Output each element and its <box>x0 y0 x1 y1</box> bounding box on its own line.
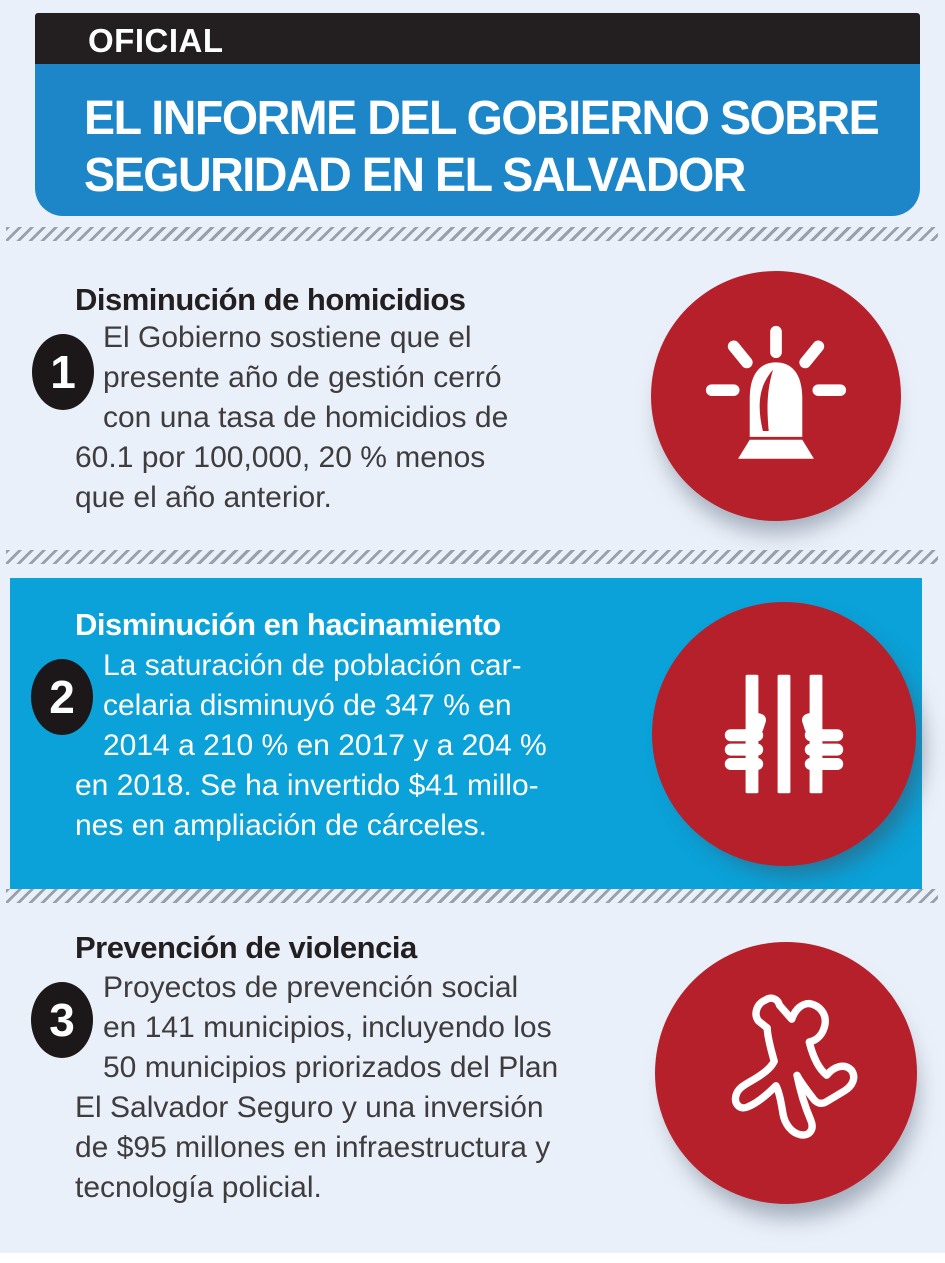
section2-heading: Disminución en hacinamiento <box>75 607 501 642</box>
section2-icon-circle <box>652 602 916 866</box>
section3-number: 3 <box>49 994 75 1046</box>
hatched-divider <box>6 889 938 903</box>
section1-icon-circle <box>651 271 901 521</box>
section1-paragraph: El Gobierno sostiene que el presente año… <box>75 318 665 518</box>
section1-body: El Gobierno sostiene que el presente año… <box>75 321 509 514</box>
section2-paragraph: La saturación de población car- celaria … <box>75 646 665 846</box>
siren-icon <box>705 325 847 459</box>
section3-icon-circle <box>655 942 917 1204</box>
kicker-label: OFICIAL <box>88 22 224 59</box>
section2-number: 2 <box>49 671 75 723</box>
chalk-outline-icon <box>731 994 857 1139</box>
wrap-spacer <box>75 646 103 746</box>
kicker-bar: OFICIAL <box>35 13 920 65</box>
title-banner: EL INFORME DEL GOBIERNO SOBRE SEGURIDAD … <box>35 64 920 216</box>
hatched-divider <box>6 227 938 241</box>
hatched-divider <box>6 550 938 564</box>
section3-number-badge: 3 <box>31 982 93 1058</box>
bottom-strip <box>0 1253 945 1263</box>
prison-bars-icon <box>724 674 844 794</box>
wrap-spacer <box>75 968 103 1068</box>
wrap-spacer <box>75 318 103 418</box>
section1-heading: Disminución de homicidios <box>75 282 466 317</box>
section2-body: La saturación de población car- celaria … <box>75 649 547 842</box>
page-title: EL INFORME DEL GOBIERNO SOBRE SEGURIDAD … <box>84 92 880 202</box>
section3-body: Proyectos de prevención social en 141 mu… <box>75 971 559 1204</box>
section3-paragraph: Proyectos de prevención social en 141 mu… <box>75 968 665 1208</box>
section1-number-badge: 1 <box>32 334 94 410</box>
section2-number-badge: 2 <box>31 659 93 735</box>
section1-number: 1 <box>50 346 76 398</box>
section3-heading: Prevención de violencia <box>75 930 417 965</box>
